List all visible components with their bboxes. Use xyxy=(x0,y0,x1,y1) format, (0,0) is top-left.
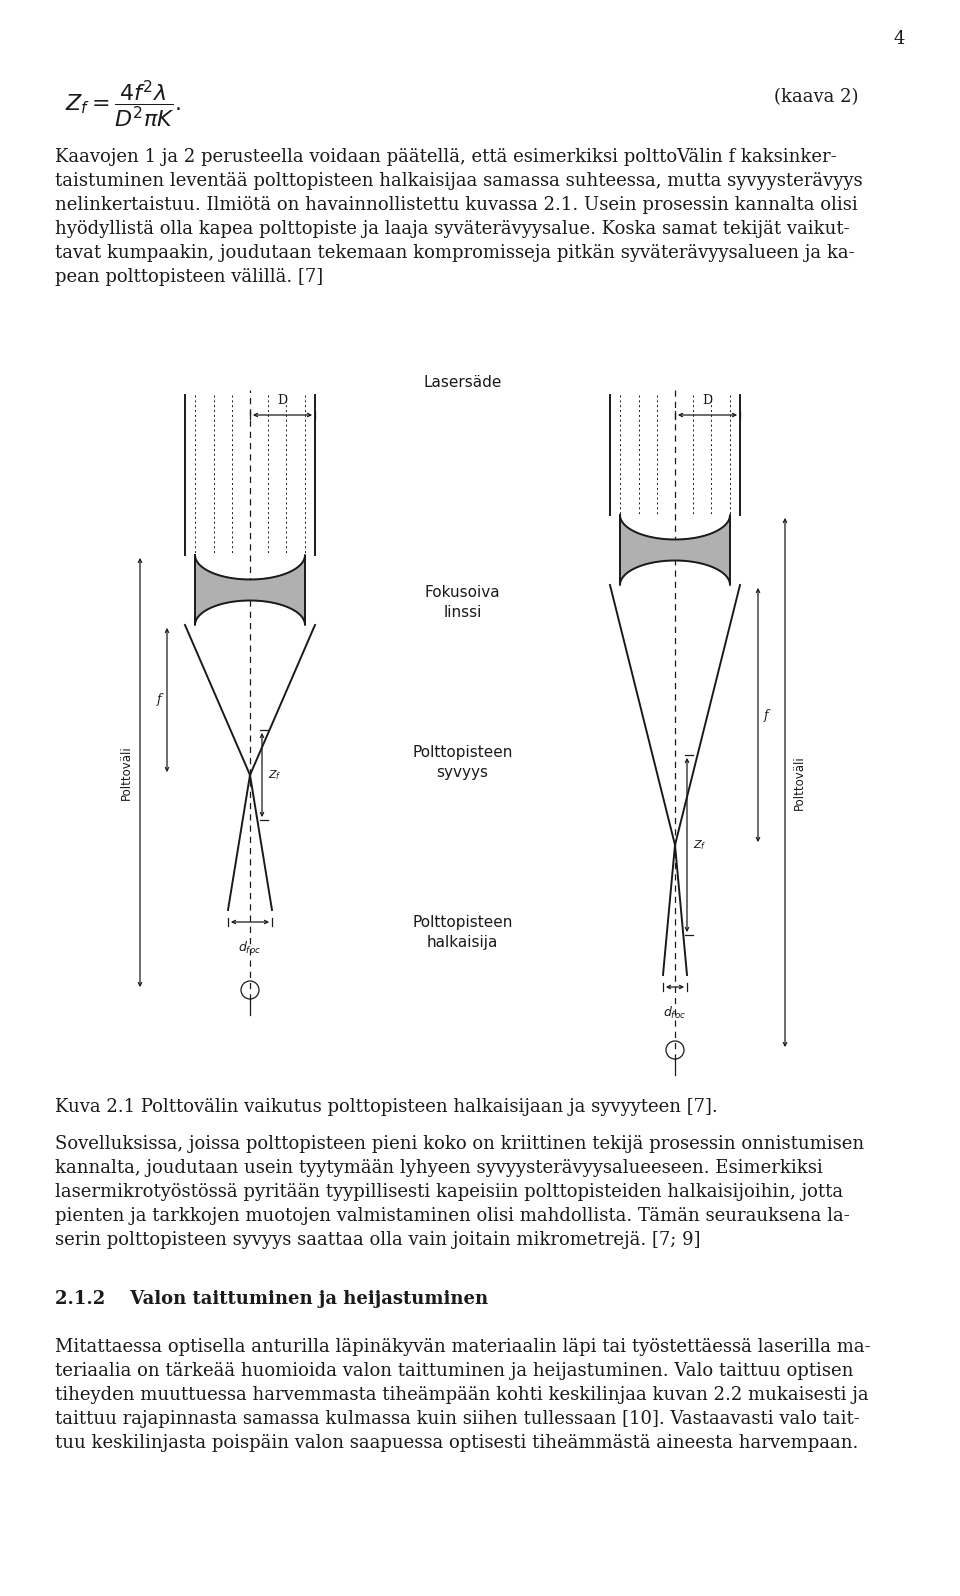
Text: hyödyllistä olla kapea polttopiste ja laaja syväterävyysalue. Koska samat tekijä: hyödyllistä olla kapea polttopiste ja la… xyxy=(55,220,850,238)
Text: $Z_f$: $Z_f$ xyxy=(268,768,281,782)
Text: serin polttopisteen syvyys saattaa olla vain joitain mikrometrejä. [7; 9]: serin polttopisteen syvyys saattaa olla … xyxy=(55,1231,701,1250)
Text: Lasersäde: Lasersäde xyxy=(423,375,502,389)
Text: Mitattaessa optisella anturilla läpinäkyvän materiaalin läpi tai työstettäessä l: Mitattaessa optisella anturilla läpinäky… xyxy=(55,1337,871,1357)
Text: Sovelluksissa, joissa polttopisteen pieni koko on kriittinen tekijä prosessin on: Sovelluksissa, joissa polttopisteen pien… xyxy=(55,1135,864,1152)
Text: Polttoväli: Polttoväli xyxy=(793,755,805,809)
Text: f: f xyxy=(156,694,161,707)
Text: Kuva 2.1 Polttovälin vaikutus polttopisteen halkaisijaan ja syvyyteen [7].: Kuva 2.1 Polttovälin vaikutus polttopist… xyxy=(55,1098,718,1116)
Text: D: D xyxy=(703,394,712,407)
Text: tuu keskilinjasta poispäin valon saapuessa optisesti tiheämmästä aineesta harvem: tuu keskilinjasta poispäin valon saapues… xyxy=(55,1433,858,1452)
Text: Kaavojen 1 ja 2 perusteella voidaan päätellä, että esimerkiksi polttoVälin f kak: Kaavojen 1 ja 2 perusteella voidaan päät… xyxy=(55,148,836,166)
Text: taittuu rajapinnasta samassa kulmassa kuin siihen tullessaan [10]. Vastaavasti v: taittuu rajapinnasta samassa kulmassa ku… xyxy=(55,1409,860,1428)
Text: pean polttopisteen välillä. [7]: pean polttopisteen välillä. [7] xyxy=(55,268,324,286)
Text: D: D xyxy=(277,394,288,407)
Text: tiheyden muuttuessa harvemmasta tiheämpään kohti keskilinjaa kuvan 2.2 mukaisest: tiheyden muuttuessa harvemmasta tiheämpä… xyxy=(55,1385,869,1404)
Text: taistuminen leventää polttopisteen halkaisijaa samassa suhteessa, mutta syvyyste: taistuminen leventää polttopisteen halka… xyxy=(55,172,863,190)
Text: teriaalia on tärkeää huomioida valon taittuminen ja heijastuminen. Valo taittuu : teriaalia on tärkeää huomioida valon tai… xyxy=(55,1361,853,1381)
Text: nelinkertaistuu. Ilmiötä on havainnollistettu kuvassa 2.1. Usein prosessin kanna: nelinkertaistuu. Ilmiötä on havainnollis… xyxy=(55,196,857,214)
Text: lasermikrotyöstössä pyritään tyypillisesti kapeisiin polttopisteiden halkaisijoi: lasermikrotyöstössä pyritään tyypillises… xyxy=(55,1183,843,1202)
Text: $d_{foc}$: $d_{foc}$ xyxy=(238,940,261,956)
Text: $Z_f$: $Z_f$ xyxy=(693,838,707,852)
Text: (kaava 2): (kaava 2) xyxy=(774,88,858,105)
Text: tavat kumpaakin, joudutaan tekemaan kompromisseja pitkän syväterävyysalueen ja k: tavat kumpaakin, joudutaan tekemaan komp… xyxy=(55,244,854,262)
Text: $d_{foc}$: $d_{foc}$ xyxy=(663,1005,686,1021)
Text: kannalta, joudutaan usein tyytymään lyhyeen syvyysterävyysalueeseen. Esimerkiksi: kannalta, joudutaan usein tyytymään lyhy… xyxy=(55,1159,823,1176)
Polygon shape xyxy=(620,516,730,586)
Text: Polttopisteen
halkaisija: Polttopisteen halkaisija xyxy=(412,915,513,950)
Text: pienten ja tarkkojen muotojen valmistaminen olisi mahdollista. Tämän seurauksena: pienten ja tarkkojen muotojen valmistami… xyxy=(55,1207,850,1226)
Text: 4: 4 xyxy=(894,30,905,48)
Text: $Z_f = \dfrac{4f^2\lambda}{D^2\pi K}.$: $Z_f = \dfrac{4f^2\lambda}{D^2\pi K}.$ xyxy=(65,78,180,129)
Polygon shape xyxy=(195,555,305,626)
Text: f: f xyxy=(764,709,768,721)
Text: Polttoväli: Polttoväli xyxy=(119,745,132,800)
Text: 2.1.2    Valon taittuminen ja heijastuminen: 2.1.2 Valon taittuminen ja heijastuminen xyxy=(55,1290,488,1309)
Text: Polttopisteen
syvyys: Polttopisteen syvyys xyxy=(412,745,513,780)
Text: Fokusoiva
linssi: Fokusoiva linssi xyxy=(424,586,500,619)
